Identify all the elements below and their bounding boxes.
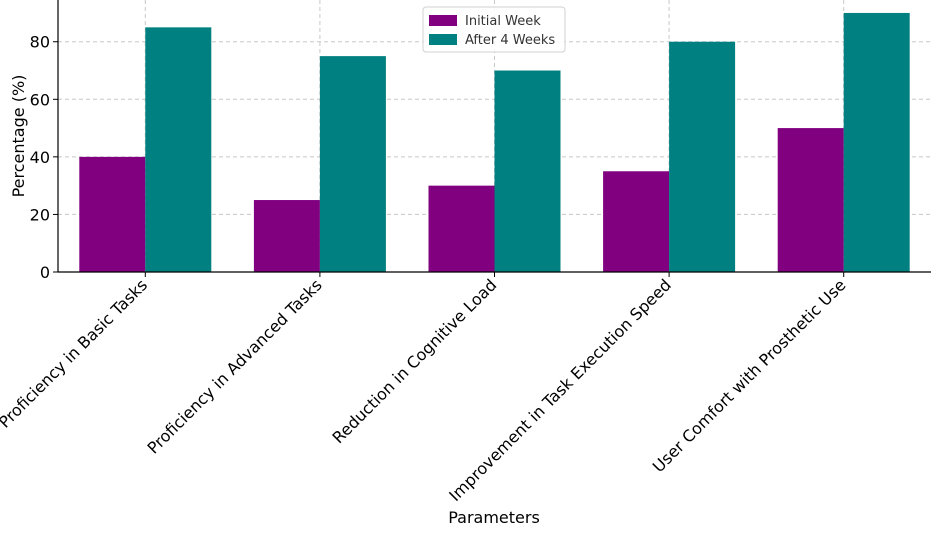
legend-swatch-after-4-weeks	[429, 34, 457, 45]
bar-initial-week-proficiency-in-advanced-tasks	[253, 200, 320, 272]
bars	[79, 12, 910, 273]
legend-box	[422, 6, 566, 53]
bar-after-4-weeks-proficiency-in-basic-tasks	[145, 27, 212, 272]
bar-initial-week-user-comfort-with-prosthetic-use	[777, 128, 844, 272]
x-tick-label-reduction-in-cognitive-load: Reduction in Cognitive Load	[329, 275, 501, 447]
y-tick-label-0: 0	[40, 263, 50, 282]
y-axis-title: Percentage (%)	[9, 75, 28, 198]
bar-initial-week-proficiency-in-basic-tasks	[79, 156, 146, 272]
bar-initial-week-reduction-in-cognitive-load	[428, 185, 495, 272]
legend-swatch-initial-week	[429, 15, 457, 26]
x-axis-title: Parameters	[448, 508, 540, 527]
bar-after-4-weeks-proficiency-in-advanced-tasks	[319, 56, 386, 272]
legend-label-after-4-weeks: After 4 Weeks	[465, 33, 555, 48]
y-tick-label-60: 60	[30, 90, 50, 109]
x-tick-label-proficiency-in-basic-tasks: Proficiency in Basic Tasks	[0, 275, 151, 431]
bar-initial-week-improvement-in-task-execution-speed	[603, 171, 670, 272]
bar-after-4-weeks-improvement-in-task-execution-speed	[669, 41, 736, 273]
x-tick-label-proficiency-in-advanced-tasks: Proficiency in Advanced Tasks	[144, 275, 326, 457]
y-tick-label-20: 20	[30, 205, 50, 224]
legend: Initial Week After 4 Weeks	[422, 6, 566, 53]
bar-after-4-weeks-user-comfort-with-prosthetic-use	[843, 12, 910, 272]
bar-after-4-weeks-reduction-in-cognitive-load	[494, 70, 561, 272]
y-tick-label-80: 80	[30, 33, 50, 52]
y-axis-ticks: 0 20 40 60 80	[30, 33, 58, 282]
legend-label-initial-week: Initial Week	[465, 14, 541, 29]
x-tick-label-user-comfort-with-prosthetic-use: User Comfort with Prosthetic Use	[649, 275, 850, 476]
y-tick-label-40: 40	[30, 148, 50, 167]
x-tick-label-improvement-in-task-execution-speed: Improvement in Task Execution Speed	[445, 275, 675, 505]
